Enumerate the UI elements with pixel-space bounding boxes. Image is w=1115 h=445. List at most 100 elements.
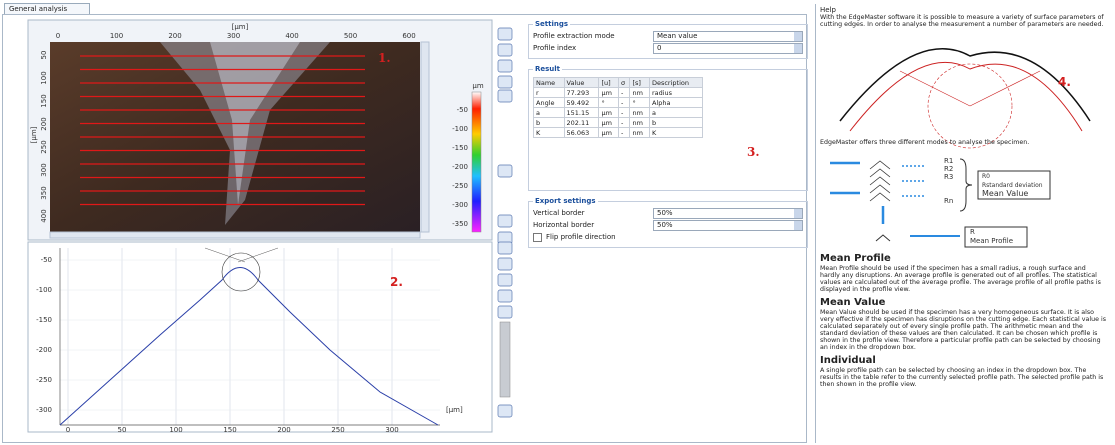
form-row: Horizontal border50% — [533, 219, 803, 231]
profile-label: R2 — [944, 165, 953, 173]
form-row: Vertical border50% — [533, 207, 803, 219]
help-panel: Help With the EdgeMaster software it is … — [815, 4, 1111, 443]
field-label: Horizontal border — [533, 221, 653, 229]
color-bar-label: -350 — [452, 220, 468, 228]
checkbox[interactable] — [533, 233, 542, 242]
color-bar-label: -300 — [452, 201, 468, 209]
table-cell: radius — [649, 88, 702, 98]
section-text: A single profile path can be selected by… — [820, 367, 1107, 388]
table-cell: a — [649, 108, 702, 118]
y-tick-label: 150 — [40, 94, 48, 107]
help-diagram: 4. EdgeMaster offers three different mod… — [820, 31, 1108, 249]
dropdown[interactable]: 50% — [653, 208, 803, 219]
annotation-marker: 1. — [378, 51, 391, 65]
table-cell: b — [649, 118, 702, 128]
x-axis-unit: [µm] — [232, 23, 249, 31]
table-cell: 77.293 — [564, 88, 599, 98]
tool-button[interactable] — [498, 44, 512, 56]
y-tick-label: 300 — [40, 163, 48, 176]
tool-button[interactable] — [498, 90, 512, 102]
table-cell: - — [618, 128, 630, 138]
profile-label: R1 — [944, 157, 953, 165]
legend-text: Mean Value — [982, 189, 1028, 198]
field-label: Profile extraction mode — [533, 32, 653, 40]
legend-text: Mean Profile — [970, 237, 1013, 245]
table-cell: µm — [599, 88, 619, 98]
field-label: Vertical border — [533, 209, 653, 217]
column-header: Description — [649, 78, 702, 88]
x-tick-label: 400 — [285, 32, 298, 40]
checkbox-label[interactable]: Flip profile direction — [546, 233, 616, 241]
legend-text: R0 — [982, 173, 990, 180]
legend-text: Rstandard deviation — [982, 182, 1043, 189]
table-cell: ° — [599, 98, 619, 108]
column-header: Name — [534, 78, 565, 88]
tool-button[interactable] — [498, 165, 512, 177]
tool-button[interactable] — [498, 215, 512, 227]
tool-button[interactable] — [498, 290, 512, 302]
tool-button[interactable] — [498, 242, 512, 254]
color-bar — [472, 92, 481, 232]
tool-button[interactable] — [498, 28, 512, 40]
zoom-slider[interactable] — [500, 322, 510, 397]
x-tick-label: 600 — [402, 32, 415, 40]
y-tick-label: 200 — [40, 117, 48, 130]
section-text: Mean Profile should be used if the speci… — [820, 265, 1107, 293]
x-tick-label: 100 — [169, 426, 182, 434]
form-row: Profile extraction modeMean value — [533, 30, 803, 42]
color-bar-label: -100 — [452, 125, 468, 133]
table-cell: K — [534, 128, 565, 138]
y-tick-label: 350 — [40, 186, 48, 199]
tool-button[interactable] — [498, 306, 512, 318]
mean-value-diagram — [830, 159, 1050, 247]
color-bar-unit: µm — [472, 82, 483, 90]
x-tick-label: 0 — [66, 426, 70, 434]
y-tick-label: 100 — [40, 71, 48, 84]
table-cell: µm — [599, 108, 619, 118]
tool-button[interactable] — [498, 405, 512, 417]
y-tick-label: -50 — [41, 256, 52, 264]
dropdown[interactable]: Mean value — [653, 31, 803, 42]
scrollbar[interactable] — [50, 232, 420, 238]
y-tick-label: 250 — [40, 140, 48, 153]
x-tick-label: 0 — [56, 32, 60, 40]
table-cell: 56.063 — [564, 128, 599, 138]
tool-button[interactable] — [498, 258, 512, 270]
dropdown[interactable]: 50% — [653, 220, 803, 231]
tool-button[interactable] — [498, 76, 512, 88]
x-tick-label: 250 — [331, 426, 344, 434]
y-tick-label: -250 — [36, 376, 52, 384]
x-tick-label: 50 — [118, 426, 127, 434]
tool-button[interactable] — [498, 60, 512, 72]
x-tick-label: 200 — [168, 32, 181, 40]
table-cell: 59.492 — [564, 98, 599, 108]
table-cell: 202.11 — [564, 118, 599, 128]
column-header: [u] — [599, 78, 619, 88]
y-tick-label: -150 — [36, 316, 52, 324]
tool-button[interactable] — [498, 274, 512, 286]
x-tick-label: 100 — [110, 32, 123, 40]
settings-group: Settings Profile extraction modeMean val… — [528, 20, 808, 59]
table-cell: nm — [630, 88, 649, 98]
column-header: Value — [564, 78, 599, 88]
dimension-line — [970, 71, 1040, 106]
scrollbar[interactable] — [421, 42, 429, 232]
result-group: Result NameValue[u]σ[s]Descriptionr77.29… — [528, 65, 808, 191]
profile-label: Rn — [944, 197, 953, 205]
help-intro: With the EdgeMaster software it is possi… — [820, 14, 1107, 28]
annotation-marker: 2. — [390, 275, 403, 289]
table-row: r77.293µm-nmradius — [534, 88, 703, 98]
section-heading: Mean Profile — [820, 253, 1107, 264]
dropdown[interactable]: 0 — [653, 43, 803, 54]
x-tick-label: 200 — [277, 426, 290, 434]
y-tick-label: -300 — [36, 406, 52, 414]
table-cell: - — [618, 118, 630, 128]
table-cell: nm — [630, 118, 649, 128]
table-cell: a — [534, 108, 565, 118]
help-title: Help — [820, 6, 1107, 14]
table-cell: nm — [630, 108, 649, 118]
